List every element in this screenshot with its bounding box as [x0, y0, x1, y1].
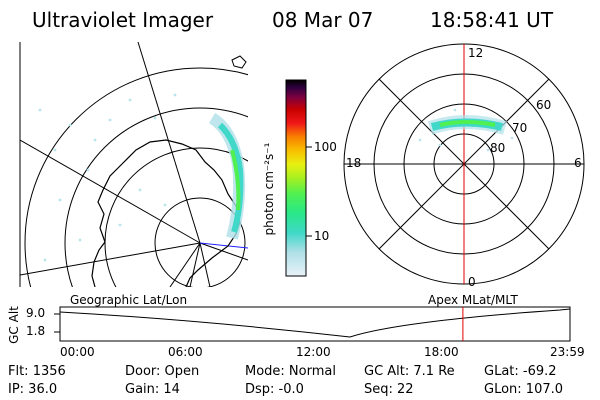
geo-lon-line	[20, 242, 201, 276]
geo-lon-line	[20, 139, 201, 244]
instrument-title: Ultraviolet Imager	[32, 8, 214, 32]
geo-lon-line	[169, 242, 201, 287]
status-glon: GLon: 107.0	[484, 382, 564, 397]
mlat-label-80: 80	[490, 141, 506, 155]
mlt-label-0: 0	[468, 275, 476, 289]
orbit-time-tick: 06:00	[168, 345, 203, 359]
coastline	[97, 139, 241, 287]
status-seq: Seq: 22	[364, 382, 414, 397]
date-label: 08 Mar 07	[272, 8, 374, 32]
status-glat: GLat: -69.2	[484, 364, 557, 379]
geo-lon-line	[199, 242, 211, 287]
mlat-label-60: 60	[536, 98, 552, 112]
orbit-time-tick: 00:00	[60, 345, 95, 359]
colorbar-tick-100: 100	[314, 140, 337, 154]
status-dsp: Dsp: -0.0	[245, 382, 304, 397]
status-door: Door: Open	[125, 364, 200, 379]
geo-lat-circle	[24, 67, 248, 287]
colorbar-gradient	[285, 79, 307, 277]
orbit-y-tick: 9.0	[26, 306, 46, 320]
colorbar-tick-10: 10	[314, 229, 330, 243]
status-gain: Gain: 14	[125, 382, 180, 397]
orbit-y-axis-label: GC Alt	[7, 306, 21, 344]
geo-lon-line	[189, 242, 201, 287]
mlt-label-12: 12	[468, 46, 484, 60]
island-outline	[231, 55, 247, 69]
geo-lat-circle	[64, 107, 248, 287]
status-ip: IP: 36.0	[8, 382, 58, 397]
orbit-altitude-curve	[59, 308, 571, 338]
geo-lat-circle	[154, 197, 246, 287]
orbit-time-tick: 23:59	[550, 345, 585, 359]
mlat-label-70: 70	[512, 121, 528, 135]
time-label: 18:58:41 UT	[430, 8, 554, 32]
orbit-y-tick: 1.8	[26, 324, 46, 338]
polar-aurora	[418, 108, 514, 152]
orbit-plot-frame	[59, 306, 571, 342]
status-gc-alt: GC Alt: 7.1 Re	[364, 364, 455, 379]
geo-lon-line	[137, 42, 201, 244]
polar-map-label: Apex MLat/MLT	[428, 293, 518, 307]
mlt-label-6: 6	[574, 156, 582, 170]
status-mode: Mode: Normal	[245, 364, 336, 379]
mlt-label-18: 18	[346, 156, 362, 170]
geo-lon-line	[199, 242, 248, 261]
orbit-time-tick: 12:00	[296, 345, 331, 359]
geo-map-label: Geographic Lat/Lon	[70, 293, 188, 307]
orbit-time-tick: 18:00	[424, 345, 459, 359]
geo-aurora	[38, 93, 246, 262]
status-flt: Flt: 1356	[8, 364, 66, 379]
